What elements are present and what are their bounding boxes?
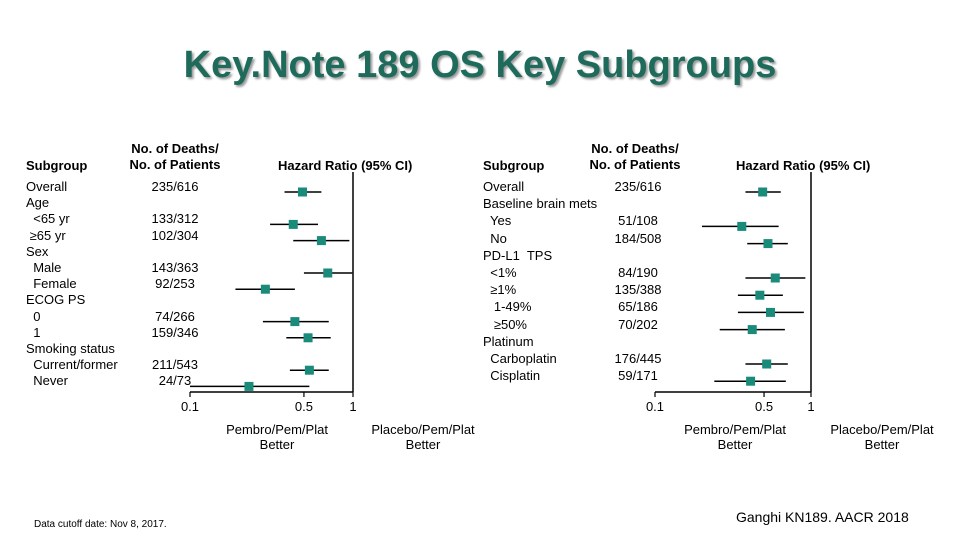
- left-row-deaths: 24/73: [158, 373, 192, 389]
- left-row-deaths: 143/363: [151, 260, 199, 275]
- left-favor-right-line2: Better: [405, 437, 441, 452]
- citation: Ganghi KN189. AACR 2018: [736, 509, 909, 525]
- left-row-label: Smoking status: [26, 341, 115, 356]
- left-x-tick-label: 1: [349, 399, 356, 414]
- left-x-tick-label: 0.5: [295, 399, 313, 414]
- right-hr-point: [762, 359, 772, 369]
- right-hr-point: [763, 239, 773, 249]
- right-row-label: Platinum: [483, 333, 534, 349]
- left-row-label: Current/former: [26, 357, 118, 373]
- right-x-tick-label: 1: [807, 399, 814, 414]
- slide-title: Key.Note 189 OS Key Subgroups: [183, 44, 777, 86]
- right-row-label: Overall: [483, 179, 525, 194]
- left-hr-point: [303, 333, 313, 343]
- right-hr-point: [747, 325, 757, 335]
- right-favor-left-line1: Pembro/Pem/Plat: [684, 422, 786, 437]
- left-row-label: Sex: [26, 243, 49, 259]
- left-row-label: Never: [26, 373, 68, 389]
- left-row-deaths: 235/616: [151, 179, 199, 194]
- left-row-deaths: 92/253: [155, 276, 195, 292]
- right-hr-point: [755, 290, 765, 300]
- right-hr-point: [765, 307, 775, 317]
- right-header-deaths-line1: No. of Deaths/: [591, 141, 679, 156]
- right-row-label: Baseline brain mets: [483, 196, 598, 212]
- right-row-deaths: 70/202: [618, 316, 658, 332]
- right-row-label: <1%: [483, 265, 517, 280]
- left-row-label: Overall: [26, 179, 68, 194]
- left-hr-point: [298, 187, 308, 197]
- left-favor-right-line1: Placebo/Pem/Plat: [371, 422, 475, 437]
- left-row-deaths: 74/266: [155, 308, 195, 324]
- right-row-label: No: [483, 230, 507, 246]
- left-row-label: ≥65 yr: [26, 227, 66, 243]
- left-hr-point: [316, 236, 326, 246]
- left-x-tick-label: 0.1: [181, 399, 199, 414]
- right-x-tick-label: 0.5: [755, 399, 773, 414]
- right-row-label: 1-49%: [483, 299, 532, 315]
- right-row-label: Cisplatin: [483, 368, 541, 384]
- left-row-deaths: 102/304: [151, 227, 199, 243]
- left-row-label: ECOG PS: [26, 292, 86, 308]
- left-header-deaths-line2: No. of Patients: [129, 157, 221, 172]
- left-header-deaths-line1: No. of Deaths/: [131, 141, 219, 156]
- left-favor-left-line2: Better: [259, 437, 295, 452]
- right-hr-point: [746, 376, 756, 386]
- left-header-hr: Hazard Ratio (95% CI): [278, 158, 413, 173]
- right-row-label: ≥1%: [483, 282, 517, 298]
- right-row-deaths: 65/186: [618, 299, 658, 315]
- left-row-label: <65 yr: [26, 211, 70, 227]
- left-row-label: 0: [26, 308, 41, 324]
- right-hr-point: [758, 187, 768, 197]
- right-hr-point: [770, 273, 780, 283]
- right-x-tick-label: 0.1: [646, 399, 664, 414]
- right-header-deaths-line2: No. of Patients: [589, 157, 681, 172]
- left-hr-point: [323, 268, 333, 278]
- right-row-deaths: 135/388: [614, 282, 662, 298]
- left-hr-point: [244, 381, 254, 391]
- right-row-deaths: 235/616: [614, 179, 662, 194]
- left-row-deaths: 211/543: [151, 357, 199, 373]
- right-row-deaths: 84/190: [618, 265, 658, 280]
- left-row-label: Age: [26, 195, 50, 211]
- right-header-hr: Hazard Ratio (95% CI): [736, 158, 871, 173]
- right-header-subgroup: Subgroup: [483, 158, 545, 173]
- right-favor-left-line2: Better: [717, 437, 753, 452]
- right-row-deaths: 184/508: [614, 230, 662, 246]
- right-favor-right-line2: Better: [864, 437, 900, 452]
- left-header-subgroup: Subgroup: [26, 158, 88, 173]
- right-favor-right-line1: Placebo/Pem/Plat: [830, 422, 934, 437]
- left-favor-left-line1: Pembro/Pem/Plat: [226, 422, 328, 437]
- right-row-label: PD-L1 TPS: [483, 247, 553, 263]
- left-row-label: Male: [26, 260, 62, 275]
- left-row-deaths: 159/346: [151, 324, 199, 340]
- left-row-label: 1: [26, 324, 41, 340]
- right-row-deaths: 59/171: [618, 368, 658, 384]
- left-row-label: Female: [26, 276, 77, 292]
- right-row-label: ≥50%: [483, 316, 527, 332]
- left-hr-point: [288, 219, 298, 229]
- left-row-deaths: 133/312: [151, 211, 199, 227]
- footnote: Data cutoff date: Nov 8, 2017.: [34, 519, 167, 530]
- left-hr-point: [304, 365, 314, 375]
- right-row-label: Carboplatin: [483, 351, 557, 366]
- left-hr-point: [290, 317, 300, 327]
- right-hr-point: [737, 221, 747, 231]
- right-row-label: Yes: [483, 213, 512, 229]
- right-row-deaths: 51/108: [618, 213, 658, 229]
- left-hr-point: [260, 284, 270, 294]
- right-row-deaths: 176/445: [614, 351, 662, 366]
